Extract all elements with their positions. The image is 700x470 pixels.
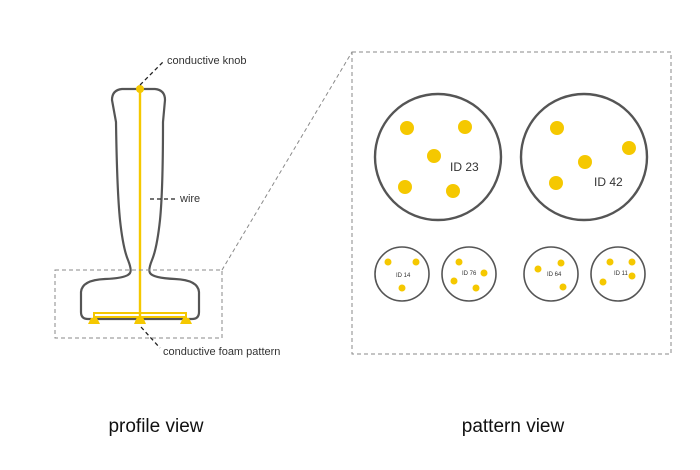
small-token: ID 14 [374, 246, 430, 302]
foam-dot [455, 258, 463, 266]
foam-leader [140, 326, 161, 349]
foam-dot [427, 149, 441, 163]
foam-dot [412, 258, 420, 266]
foam-dot [446, 184, 460, 198]
foam-dot [606, 258, 614, 266]
token-id-label: ID 64 [547, 272, 562, 278]
foam-dot [458, 120, 472, 134]
small-token: ID 11 [590, 246, 646, 302]
conductive-knob-dot [136, 85, 144, 93]
token-id-label: ID 11 [614, 271, 629, 277]
foam-dot [557, 259, 565, 267]
profile-diagram: conductive knob wire conductive foam pat… [54, 55, 280, 437]
pattern-diagram: ID 23 ID 42 ID 14 ID 76 [351, 51, 672, 437]
foam-dot [550, 121, 564, 135]
handle-outline [79, 87, 201, 321]
small-token: ID 64 [523, 246, 579, 302]
foam-dot [400, 121, 414, 135]
foam-dot [628, 258, 636, 266]
foam-pads [88, 317, 192, 324]
foam-dot [549, 176, 563, 190]
foam-dot [384, 258, 392, 266]
knob-label: conductive knob [167, 55, 247, 67]
knob-leader [139, 61, 164, 86]
foam-dot [398, 180, 412, 194]
foam-label: conductive foam pattern [163, 346, 280, 358]
foam-dot [450, 277, 458, 285]
foam-dot [534, 265, 542, 273]
token-id-label: ID 23 [450, 160, 479, 174]
large-token: ID 23 [373, 92, 503, 222]
foam-dot [622, 141, 636, 155]
token-id-label: ID 76 [462, 271, 477, 277]
foam-dot [559, 283, 567, 291]
base-zoom-box [54, 269, 223, 339]
foam-dot [578, 155, 592, 169]
pattern-zoom-box [351, 51, 672, 355]
foam-dot [398, 284, 406, 292]
zoom-connector [221, 51, 353, 271]
token-id-label: ID 42 [594, 175, 623, 189]
foam-dot [599, 278, 607, 286]
foam-dot [472, 284, 480, 292]
token-id-label: ID 14 [396, 273, 411, 279]
profile-view-title: profile view [108, 416, 203, 437]
pattern-view-title: pattern view [462, 416, 565, 437]
large-token: ID 42 [519, 92, 649, 222]
foam-dot [480, 269, 488, 277]
wire-label: wire [179, 193, 200, 205]
foam-dot [628, 272, 636, 280]
small-token: ID 76 [441, 246, 497, 302]
